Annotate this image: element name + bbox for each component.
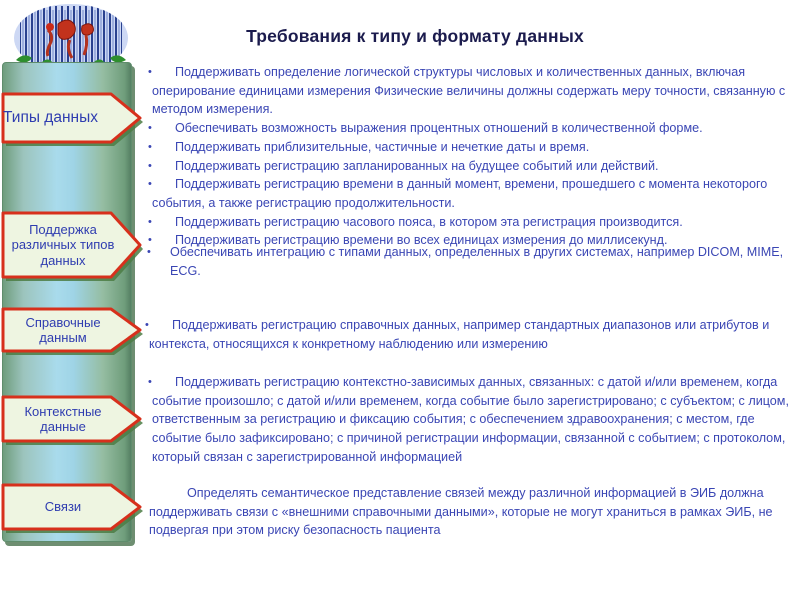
sidebar-item-label: Справочные данным [25, 314, 101, 345]
sidebar-item-context-data: Контекстные данные [0, 394, 146, 445]
bullet-item: Поддерживать регистрацию запланированных… [148, 157, 800, 176]
flowers-clipart-image [14, 4, 128, 68]
bullet-block-data-types: Поддерживать определение логической стру… [148, 63, 800, 250]
bullet-block-reference-data: Поддерживать регистрацию справочных данн… [145, 316, 800, 353]
callout-arrow-shape [1, 307, 143, 355]
sidebar-item-links: Связи [0, 482, 146, 533]
sidebar-item-label: Связи [44, 499, 82, 515]
bullet-item: Поддерживать регистрацию часового пояса,… [148, 213, 800, 232]
bullet-item: Обеспечивать возможность выражения проце… [148, 119, 800, 138]
bullet-block-context-data: Поддерживать регистрацию контекстно-зави… [148, 373, 800, 467]
sidebar-item-label: Поддержка различных типов данных [11, 222, 115, 268]
callout-arrow-shape [1, 395, 143, 445]
callout-arrow-shape [1, 211, 143, 281]
bullet-item: Поддерживать определение логической стру… [148, 63, 800, 119]
paragraph-text: Определять семантическое представление с… [149, 486, 773, 538]
callout-arrow-shape [1, 92, 143, 146]
page-title: Требования к типу и формату данных [246, 26, 584, 46]
sidebar-item-data-types: Типы данных [0, 91, 146, 146]
bullet-item: Обеспечивать интеграцию с типами данных,… [143, 243, 800, 280]
bullet-block-type-support: Обеспечивать интеграцию с типами данных,… [143, 243, 800, 280]
sidebar-item-reference-data: Справочные данным [0, 306, 146, 355]
sidebar-item-label: Типы данных [3, 108, 98, 126]
callout-arrow-shape [1, 483, 143, 533]
sidebar-item-type-support: Поддержка различных типов данных [0, 210, 146, 281]
bullet-item: Поддерживать регистрацию справочных данн… [145, 316, 800, 353]
bullet-item: Поддерживать регистрацию времени в данны… [148, 175, 800, 212]
bullet-item: Поддерживать регистрацию контекстно-зави… [148, 373, 800, 467]
sidebar-item-label: Контекстные данные [24, 403, 102, 434]
bullet-item: Поддерживать приблизительные, частичные … [148, 138, 800, 157]
paragraph-links: Определять семантическое представление с… [149, 484, 800, 540]
